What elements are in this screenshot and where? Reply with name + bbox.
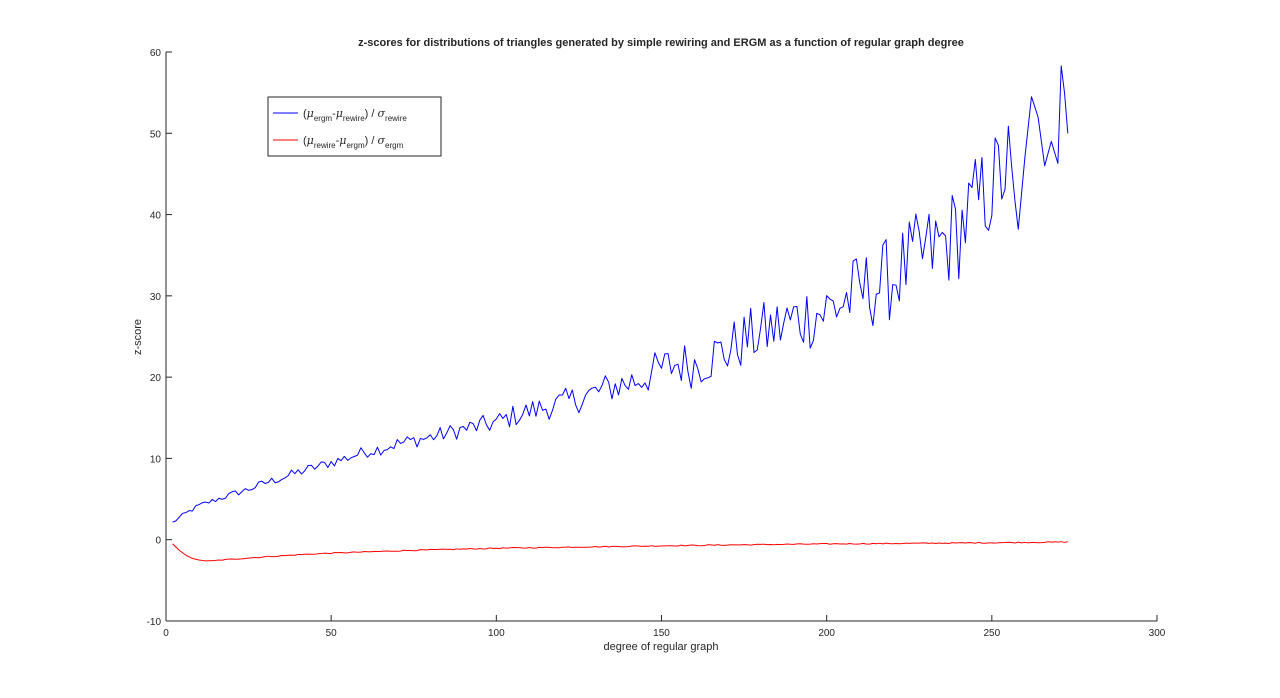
y-tick-label: -10 bbox=[147, 617, 162, 628]
legend-subscript: rewire bbox=[385, 114, 407, 123]
y-axis-label: z-score bbox=[132, 319, 144, 355]
x-tick-label: 100 bbox=[488, 628, 505, 639]
series-line-red bbox=[172, 541, 1068, 562]
legend-label-blue: (μergm-μrewire) / σrewire bbox=[303, 107, 407, 123]
chart-title: z-scores for distributions of triangles … bbox=[358, 37, 964, 49]
legend-subscript: rewire bbox=[314, 141, 336, 150]
legend-sigma-symbol: σ bbox=[378, 134, 386, 147]
legend-dash: - bbox=[336, 135, 340, 147]
legend-open-paren: ( bbox=[303, 108, 307, 120]
series-line-blue bbox=[172, 65, 1069, 523]
x-tick-label: 300 bbox=[1149, 628, 1166, 639]
legend-close-paren: ) / bbox=[365, 135, 378, 147]
legend-mu-symbol: μ bbox=[307, 134, 314, 147]
legend-subscript: rewire bbox=[343, 114, 365, 123]
legend-subscript: ergm bbox=[385, 141, 404, 150]
y-tick-label: 30 bbox=[150, 292, 162, 303]
y-tick-label: 50 bbox=[150, 129, 162, 140]
legend: (μergm-μrewire) / σrewire (μrewire-μergm… bbox=[267, 96, 442, 157]
legend-subscript: ergm bbox=[346, 141, 365, 150]
legend-subscript: ergm bbox=[314, 114, 333, 123]
y-tick-label: 10 bbox=[150, 454, 162, 465]
y-tick-label: 60 bbox=[150, 48, 162, 59]
legend-box bbox=[267, 96, 442, 157]
legend-entry-blue: (μergm-μrewire) / σrewire bbox=[273, 107, 407, 123]
x-axis-label: degree of regular graph bbox=[604, 641, 719, 653]
legend-label-red: (μrewire-μergm) / σergm bbox=[303, 134, 404, 150]
legend-mu-symbol: μ bbox=[336, 107, 343, 120]
x-tick-label: 50 bbox=[326, 628, 338, 639]
x-tick-label: 200 bbox=[818, 628, 835, 639]
legend-sigma-symbol: σ bbox=[378, 107, 386, 120]
legend-mu-symbol: μ bbox=[339, 134, 346, 147]
y-tick-label: 40 bbox=[150, 211, 162, 222]
x-tick-label: 0 bbox=[163, 628, 169, 639]
legend-entry-red: (μrewire-μergm) / σergm bbox=[273, 134, 404, 150]
x-tick-label: 150 bbox=[653, 628, 670, 639]
legend-open-paren: ( bbox=[303, 135, 307, 147]
x-tick-label: 250 bbox=[983, 628, 1000, 639]
legend-dash: - bbox=[332, 108, 336, 120]
legend-mu-symbol: μ bbox=[307, 107, 314, 120]
y-tick-label: 20 bbox=[150, 373, 162, 384]
legend-close-paren: ) / bbox=[365, 108, 378, 120]
y-tick-label: 0 bbox=[155, 536, 161, 547]
